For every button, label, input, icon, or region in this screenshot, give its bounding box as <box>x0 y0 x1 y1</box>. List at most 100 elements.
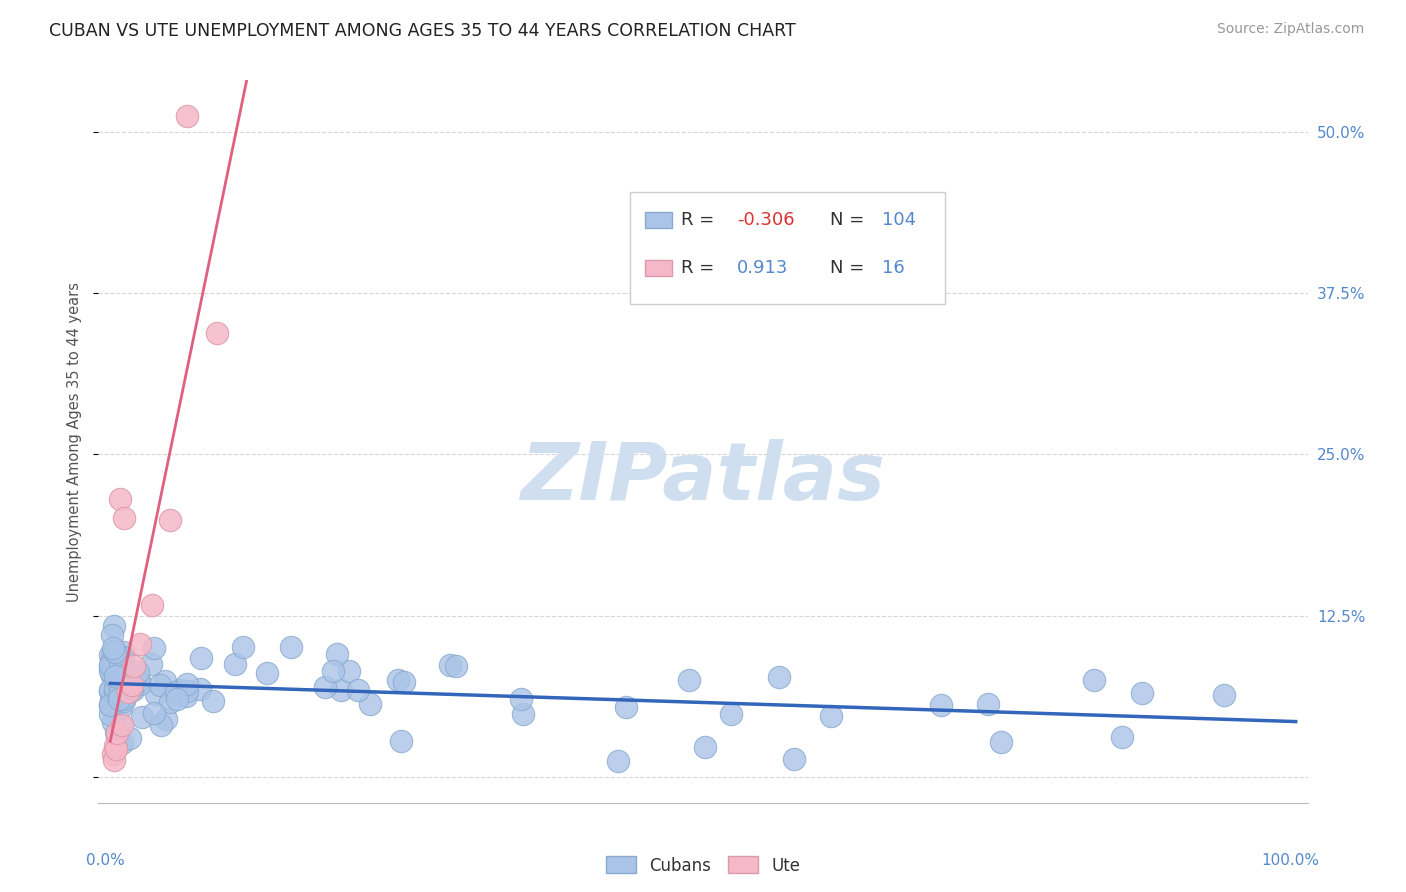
Point <box>111 718 134 732</box>
Point <box>176 689 198 703</box>
Point <box>202 694 225 708</box>
Point <box>510 692 533 706</box>
Point <box>100 655 122 669</box>
FancyBboxPatch shape <box>630 193 945 304</box>
Point <box>695 740 717 755</box>
Point <box>1130 685 1153 699</box>
Point <box>159 695 181 709</box>
Point <box>98 683 121 698</box>
Legend: Cubans, Ute: Cubans, Ute <box>599 850 807 881</box>
Point <box>166 691 188 706</box>
Point <box>115 682 138 697</box>
Y-axis label: Unemployment Among Ages 35 to 44 years: Unemployment Among Ages 35 to 44 years <box>67 282 83 601</box>
Point <box>359 697 381 711</box>
Point <box>446 659 468 673</box>
Point <box>122 659 145 673</box>
Point <box>111 649 134 664</box>
Point <box>176 109 198 123</box>
Point <box>101 640 124 655</box>
Point <box>614 700 637 714</box>
Text: 100.0%: 100.0% <box>1261 854 1320 869</box>
Point <box>224 657 246 671</box>
Point <box>108 692 131 706</box>
Point <box>768 670 790 684</box>
Point <box>1213 688 1236 702</box>
Point <box>347 682 370 697</box>
Text: 104: 104 <box>882 211 917 228</box>
Point <box>104 739 127 753</box>
FancyBboxPatch shape <box>645 260 672 277</box>
Text: ZIPatlas: ZIPatlas <box>520 439 886 516</box>
Point <box>103 644 125 658</box>
Point <box>439 657 461 672</box>
Point <box>117 685 139 699</box>
Point <box>100 628 122 642</box>
Point <box>108 492 131 507</box>
Point <box>103 681 125 695</box>
Point <box>101 659 124 673</box>
Point <box>205 326 228 341</box>
Point <box>678 673 700 687</box>
Point <box>129 677 152 691</box>
Point <box>125 669 148 683</box>
Point <box>104 669 127 683</box>
Point <box>104 645 127 659</box>
Point <box>100 698 122 713</box>
Point <box>389 733 412 747</box>
Point <box>112 645 135 659</box>
Point <box>165 685 187 699</box>
Point <box>105 690 128 704</box>
Point <box>128 673 150 687</box>
Point <box>107 650 129 665</box>
Point <box>117 666 139 681</box>
Point <box>108 718 131 732</box>
Point <box>122 683 145 698</box>
Text: N =: N = <box>830 211 870 228</box>
Point <box>104 683 127 698</box>
Point <box>977 697 1000 711</box>
Point <box>105 741 128 756</box>
Text: Source: ZipAtlas.com: Source: ZipAtlas.com <box>1216 22 1364 37</box>
Point <box>121 681 143 696</box>
Point <box>103 753 125 767</box>
Point <box>314 680 336 694</box>
Point <box>100 694 122 708</box>
Point <box>176 684 198 698</box>
Point <box>107 687 129 701</box>
Text: R =: R = <box>682 260 720 277</box>
Point <box>108 679 131 693</box>
Point <box>100 647 122 661</box>
Point <box>820 709 842 723</box>
Point <box>104 725 127 739</box>
Text: 16: 16 <box>882 260 904 277</box>
Point <box>329 682 352 697</box>
Point <box>139 657 162 671</box>
Point <box>387 673 409 687</box>
Point <box>143 706 166 721</box>
Point <box>101 669 124 683</box>
Point <box>1111 731 1133 745</box>
Point <box>103 715 125 730</box>
Point <box>142 641 165 656</box>
Point <box>104 654 127 668</box>
Point <box>98 648 121 663</box>
Point <box>110 676 132 690</box>
Point <box>720 707 742 722</box>
Text: -0.306: -0.306 <box>737 211 794 228</box>
Point <box>111 692 134 706</box>
Point <box>105 726 128 740</box>
Point <box>512 706 534 721</box>
Point <box>101 660 124 674</box>
Point <box>112 694 135 708</box>
Point <box>131 710 153 724</box>
Point <box>190 651 212 665</box>
Point <box>606 754 628 768</box>
Point <box>783 752 806 766</box>
Point <box>111 736 134 750</box>
Point <box>394 674 416 689</box>
Point <box>326 647 349 661</box>
Point <box>159 513 181 527</box>
Point <box>150 718 173 732</box>
Point <box>107 674 129 689</box>
Point <box>100 660 122 674</box>
